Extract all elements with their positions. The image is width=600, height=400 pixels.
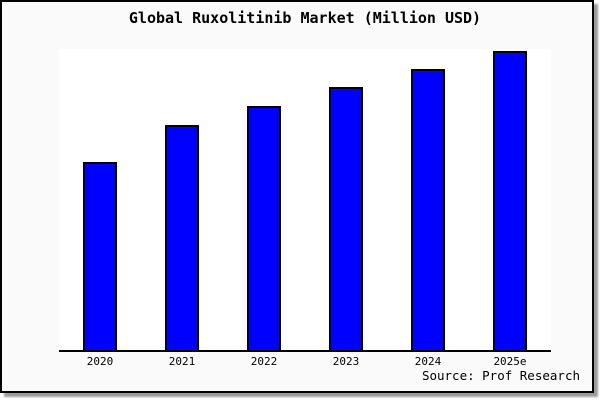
x-tick-label-2025e: 2025e bbox=[493, 355, 527, 368]
bar-2024 bbox=[411, 69, 445, 350]
plot-area bbox=[59, 49, 551, 352]
bar-2022 bbox=[247, 106, 281, 350]
x-tick-label-2021: 2021 bbox=[168, 355, 196, 368]
x-tick-label-2023: 2023 bbox=[332, 355, 360, 368]
x-tick-label-2024: 2024 bbox=[414, 355, 442, 368]
source-credit: Source: Prof Research bbox=[421, 368, 580, 383]
bar-2020 bbox=[83, 162, 117, 350]
bar-2021 bbox=[165, 125, 199, 350]
x-tick-label-2020: 2020 bbox=[86, 355, 114, 368]
bar-2025e bbox=[493, 51, 527, 350]
chart-figure: Global Ruxolitinib Market (Million USD) … bbox=[0, 0, 594, 393]
bar-2023 bbox=[329, 87, 363, 350]
x-tick-label-2022: 2022 bbox=[250, 355, 278, 368]
chart-title: Global Ruxolitinib Market (Million USD) bbox=[128, 9, 482, 27]
